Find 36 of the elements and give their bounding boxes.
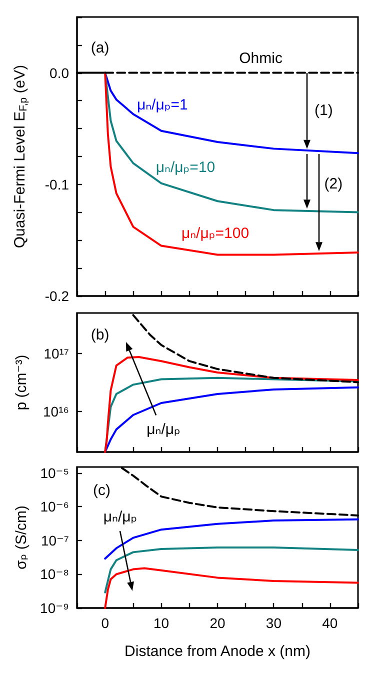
y-axis-title: Quasi-Fermi Level EF,p (eV): [11, 64, 30, 248]
annotation: (b): [90, 326, 110, 344]
x-tick-label: 10: [154, 615, 170, 631]
annotation: (2): [324, 175, 343, 192]
y-tick-label: 10⁻⁷: [40, 532, 69, 548]
series-label: μₙ/μₚ=10: [156, 159, 216, 176]
x-tick-label: 20: [210, 615, 226, 631]
y-tick-label: 0.0: [50, 64, 70, 81]
series-label: Ohmic: [239, 50, 283, 67]
line-series: [104, 546, 359, 594]
x-axis-title: Distance from Anode x (nm): [124, 643, 310, 660]
y-tick-label: -0.2: [44, 288, 70, 304]
annotation: μₙ/μₚ: [103, 508, 138, 526]
y-tick-label: 10⁻⁵: [40, 464, 69, 481]
y-tick-label: 10¹⁷: [44, 346, 69, 362]
annotation: (c): [92, 482, 110, 500]
annotation: (1): [314, 102, 333, 120]
y-tick-label: 10⁻⁶: [40, 498, 69, 515]
x-tick-label: 0: [101, 615, 110, 631]
series-label: μₙ/μₚ=1: [136, 96, 188, 114]
y-axis-title: σₚ (S/cm): [13, 505, 30, 570]
series-label: μₙ/μₚ=100: [181, 225, 250, 242]
y-tick-label: 10⁻⁹: [40, 600, 69, 616]
y-tick-label: -0.1: [44, 176, 70, 192]
y-tick-label: 10¹⁶: [43, 403, 69, 420]
y-tick-label: 10⁻⁸: [40, 566, 70, 582]
line-series: [104, 72, 359, 214]
line-series: [104, 72, 359, 154]
x-tick-label: 40: [322, 615, 338, 631]
line-series: [104, 567, 359, 609]
x-tick-label: 30: [266, 615, 282, 631]
line-series: [104, 356, 359, 453]
annotation: (a): [90, 40, 110, 57]
annotation: μₙ/μₚ: [146, 420, 180, 438]
line-series: [104, 72, 359, 256]
y-axis-title: p (cm⁻³): [13, 354, 30, 410]
